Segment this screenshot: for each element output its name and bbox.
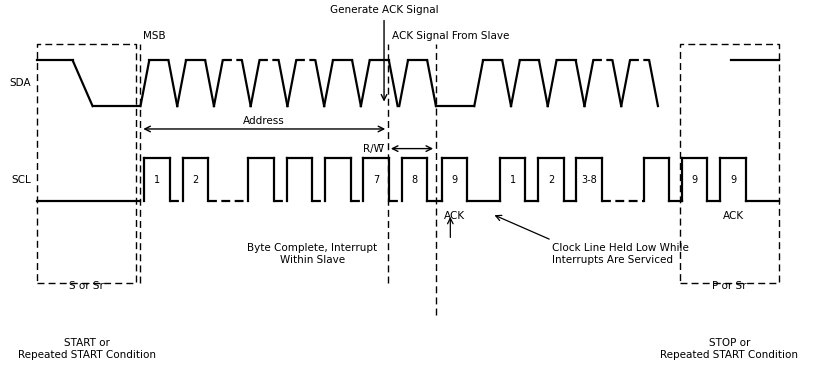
Text: MSB: MSB [143,31,166,41]
Text: 7: 7 [373,175,379,185]
Text: 1: 1 [154,175,160,185]
Text: 9: 9 [730,175,736,185]
Text: Generate ACK Signal: Generate ACK Signal [330,5,438,15]
Text: ACK: ACK [722,211,743,221]
Text: 3-8: 3-8 [581,175,597,185]
Text: Address: Address [243,116,285,126]
Text: 8: 8 [411,175,418,185]
Text: SDA: SDA [10,78,31,88]
Text: S or Sr: S or Sr [69,281,104,291]
Text: 1: 1 [509,175,516,185]
Text: STOP or
Repeated START Condition: STOP or Repeated START Condition [660,338,798,360]
Text: Clock Line Held Low While
Interrupts Are Serviced: Clock Line Held Low While Interrupts Are… [552,243,689,265]
Text: 9: 9 [451,175,458,185]
Text: P or Sr: P or Sr [712,281,747,291]
Text: R/W̅: R/W̅ [363,144,384,153]
Text: SCL: SCL [11,175,31,185]
Text: Byte Complete, Interrupt
Within Slave: Byte Complete, Interrupt Within Slave [247,243,377,265]
Text: ACK Signal From Slave: ACK Signal From Slave [392,31,509,41]
Text: 2: 2 [548,175,554,185]
Text: 9: 9 [692,175,698,185]
Text: START or
Repeated START Condition: START or Repeated START Condition [18,338,156,360]
Text: ACK: ACK [444,211,465,221]
Text: 2: 2 [193,175,199,185]
